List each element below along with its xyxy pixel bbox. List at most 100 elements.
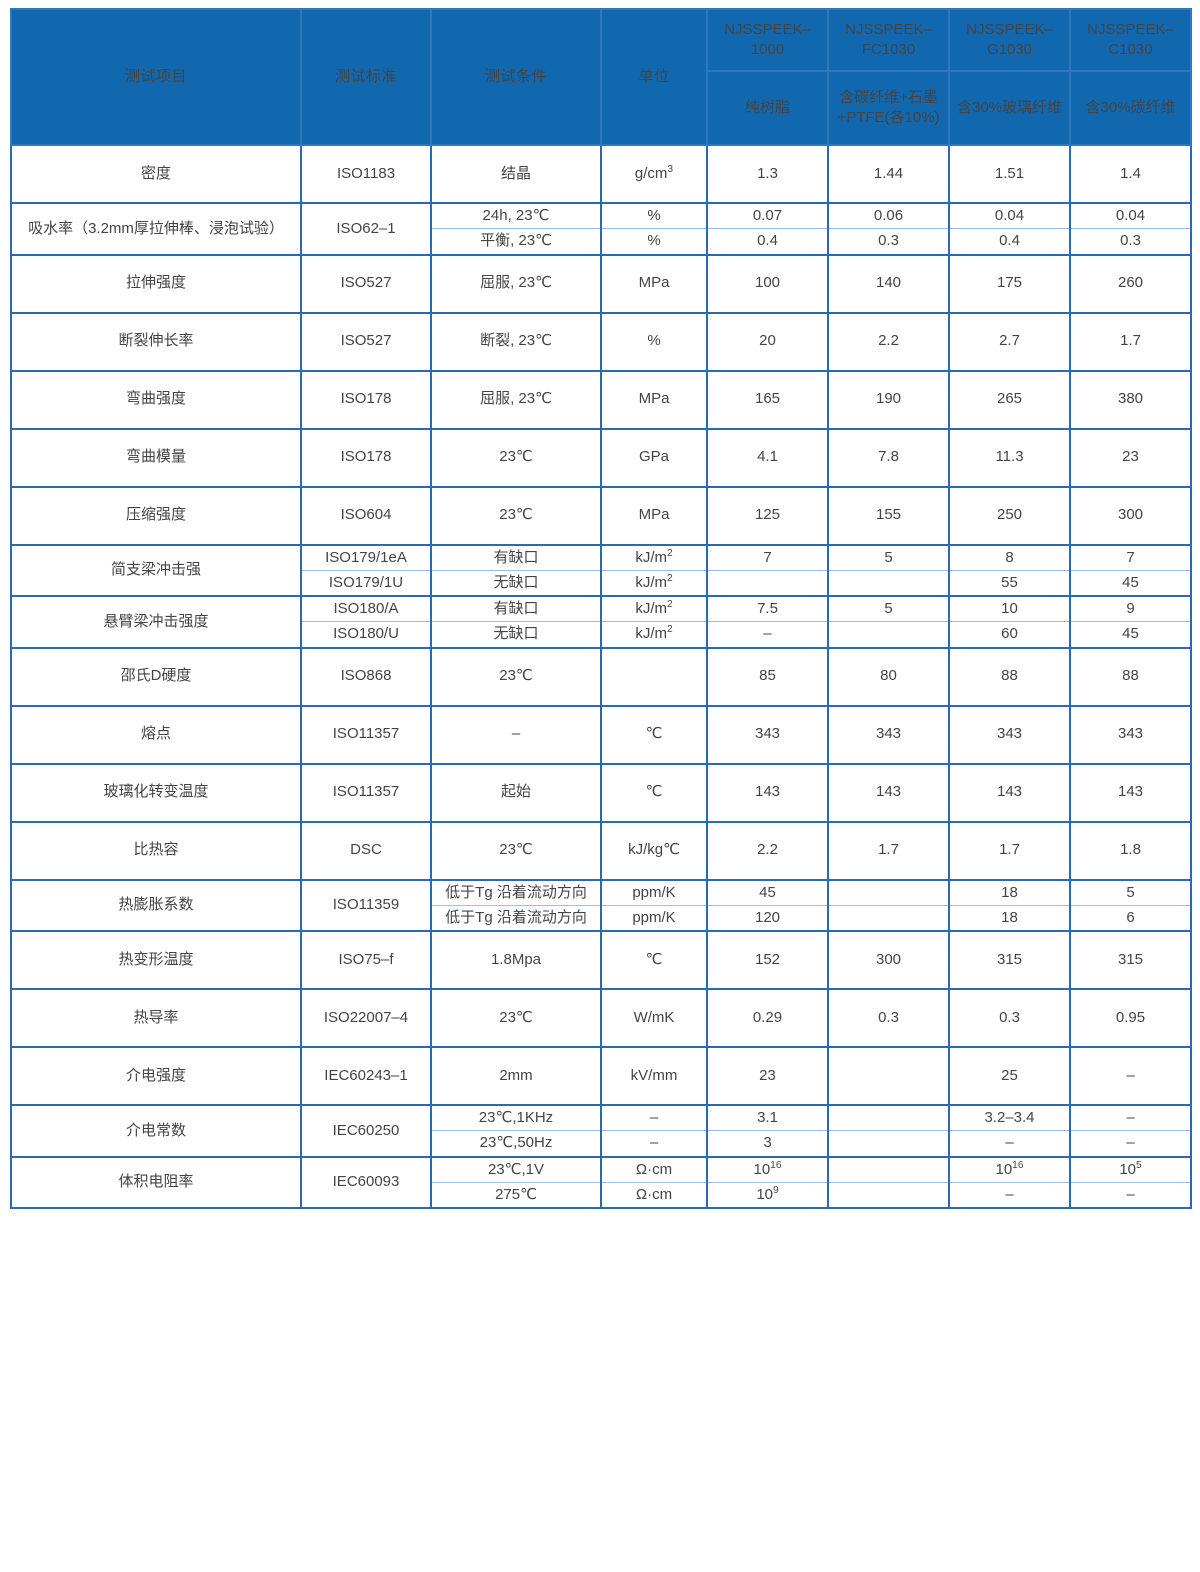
table-row: 弯曲模量 ISO178 23℃ GPa 4.1 7.8 11.3 23: [10, 427, 1192, 488]
row-unit-13-1: ppm/K: [600, 904, 708, 932]
row-standard-12: DSC: [300, 820, 432, 881]
cell-value-r0-s0-c3: 1.4: [1069, 144, 1192, 204]
cell-value-r3-s0-c1: 2.2: [827, 311, 950, 372]
row-unit-17-0: –: [600, 1104, 708, 1132]
cell-value-r16-s0-c0: 23: [706, 1046, 829, 1106]
row-standard-10: ISO11357: [300, 704, 432, 765]
header-item: 测试项目: [10, 8, 302, 146]
cell-value-r11-s0-c0: 143: [706, 762, 829, 823]
row-unit-7-0: kJ/m2: [600, 543, 708, 571]
row-condition-16-0: 2mm: [430, 1046, 602, 1106]
row-condition-6-0: 23℃: [430, 485, 602, 546]
table-row: 比热容 DSC 23℃ kJ/kg℃ 2.2 1.7 1.7 1.8: [10, 820, 1192, 881]
row-condition-3-0: 断裂, 23℃: [430, 311, 602, 372]
header-standard: 测试标准: [300, 8, 432, 146]
cell-value-r11-s0-c1: 143: [827, 762, 950, 823]
row-unit-9-0: [600, 646, 708, 707]
cell-value-r7-s0-c3: 7: [1069, 543, 1192, 571]
cell-value-r8-s0-c0: 7.5: [706, 595, 829, 623]
cell-value-r1-s0-c2: 0.04: [948, 202, 1071, 230]
cell-value-r14-s0-c1: 300: [827, 930, 950, 990]
cell-value-r1-s0-c0: 0.07: [706, 202, 829, 230]
cell-value-r18-s0-c2: 1016: [948, 1155, 1071, 1183]
cell-value-r17-s0-c0: 3.1: [706, 1104, 829, 1132]
row-condition-18-0: 23℃,1V: [430, 1155, 602, 1183]
cell-value-r0-s0-c2: 1.51: [948, 144, 1071, 204]
cell-value-r5-s0-c1: 7.8: [827, 427, 950, 488]
cell-value-r11-s0-c2: 143: [948, 762, 1071, 823]
header-row-bottom: 纯树脂 含碳纤维+石墨+PTFE(各10%) 含30%玻璃纤维 含30%碳纤维: [11, 70, 1192, 146]
row-unit-10-0: ℃: [600, 704, 708, 765]
row-item-4: 弯曲强度: [10, 369, 302, 430]
cell-value-r15-s0-c1: 0.3: [827, 988, 950, 1048]
header-product-desc-1: 纯树脂: [706, 70, 829, 146]
cell-value-r14-s0-c3: 315: [1069, 930, 1192, 990]
row-standard-11: ISO11357: [300, 762, 432, 823]
row-unit-4-0: MPa: [600, 369, 708, 430]
row-item-1: 吸水率（3.2mm厚拉伸棒、浸泡试验）: [10, 202, 302, 256]
row-condition-9-0: 23℃: [430, 646, 602, 707]
cell-value-r1-s0-c1: 0.06: [827, 202, 950, 230]
row-standard-4: ISO178: [300, 369, 432, 430]
row-standard-8-1: ISO180/U: [300, 621, 432, 649]
cell-value-r13-s1-c3: 6: [1069, 904, 1192, 932]
header-product-desc-2: 含碳纤维+石墨+PTFE(各10%): [827, 70, 950, 146]
row-unit-8-0: kJ/m2: [600, 595, 708, 623]
row-condition-13-0: 低于Tg 沿着流动方向: [430, 878, 602, 906]
row-condition-0-0: 结晶: [430, 144, 602, 204]
table-row: 玻璃化转变温度 ISO11357 起始 ℃ 143 143 143 143: [10, 762, 1192, 823]
cell-value-r12-s0-c0: 2.2: [706, 820, 829, 881]
cell-value-r8-s0-c2: 10: [948, 595, 1071, 623]
cell-value-r14-s0-c2: 315: [948, 930, 1071, 990]
row-item-13: 热膨胀系数: [10, 878, 302, 932]
material-properties-table: 测试项目 测试标准 测试条件 单位 NJSSPEEK–1000 NJSSPEEK…: [10, 8, 1192, 1209]
cell-value-r1-s1-c3: 0.3: [1069, 228, 1192, 256]
cell-value-r6-s0-c2: 250: [948, 485, 1071, 546]
cell-value-r8-s1-c1: [827, 621, 950, 649]
cell-value-r7-s1-c0: [706, 569, 829, 597]
cell-value-r12-s0-c3: 1.8: [1069, 820, 1192, 881]
row-item-7: 简支梁冲击强: [10, 543, 302, 597]
row-standard-15: ISO22007–4: [300, 988, 432, 1048]
row-item-14: 热变形温度: [10, 930, 302, 990]
cell-value-r13-s0-c2: 18: [948, 878, 1071, 906]
row-condition-17-0: 23℃,1KHz: [430, 1104, 602, 1132]
cell-value-r17-s0-c2: 3.2–3.4: [948, 1104, 1071, 1132]
cell-value-r2-s0-c0: 100: [706, 253, 829, 314]
cell-value-r8-s0-c1: 5: [827, 595, 950, 623]
cell-value-r9-s0-c3: 88: [1069, 646, 1192, 707]
row-standard-0: ISO1183: [300, 144, 432, 204]
cell-value-r18-s1-c0: 109: [706, 1181, 829, 1209]
cell-value-r8-s0-c3: 9: [1069, 595, 1192, 623]
cell-value-r7-s1-c1: [827, 569, 950, 597]
cell-value-r7-s0-c1: 5: [827, 543, 950, 571]
row-item-17: 介电常数: [10, 1104, 302, 1158]
row-standard-1: ISO62–1: [300, 202, 432, 256]
table-row: ISO179/1U 无缺口 kJ/m2 55 45: [11, 569, 1192, 597]
cell-value-r7-s1-c2: 55: [948, 569, 1071, 597]
row-standard-6: ISO604: [300, 485, 432, 546]
table-row: 拉伸强度 ISO527 屈服, 23℃ MPa 100 140 175 260: [10, 253, 1192, 314]
row-condition-15-0: 23℃: [430, 988, 602, 1048]
header-product-code-2: NJSSPEEK–FC1030: [827, 8, 950, 72]
cell-value-r9-s0-c2: 88: [948, 646, 1071, 707]
cell-value-r15-s0-c3: 0.95: [1069, 988, 1192, 1048]
cell-value-r7-s0-c0: 7: [706, 543, 829, 571]
cell-value-r9-s0-c0: 85: [706, 646, 829, 707]
row-standard-17: IEC60250: [300, 1104, 432, 1158]
cell-value-r13-s1-c1: [827, 904, 950, 932]
cell-value-r1-s1-c0: 0.4: [706, 228, 829, 256]
row-standard-5: ISO178: [300, 427, 432, 488]
cell-value-r3-s0-c0: 20: [706, 311, 829, 372]
row-condition-18-1: 275℃: [430, 1181, 602, 1209]
cell-value-r13-s1-c0: 120: [706, 904, 829, 932]
cell-value-r4-s0-c1: 190: [827, 369, 950, 430]
row-condition-8-0: 有缺口: [430, 595, 602, 623]
row-standard-9: ISO868: [300, 646, 432, 707]
row-condition-2-0: 屈服, 23℃: [430, 253, 602, 314]
table-row: 热导率 ISO22007–4 23℃ W/mK 0.29 0.3 0.3 0.95: [10, 988, 1192, 1048]
table-row: 吸水率（3.2mm厚拉伸棒、浸泡试验） ISO62–1 24h, 23℃% 0.07 0…: [10, 202, 1192, 256]
cell-value-r13-s1-c2: 18: [948, 904, 1071, 932]
cell-value-r13-s0-c1: [827, 878, 950, 906]
cell-value-r4-s0-c2: 265: [948, 369, 1071, 430]
